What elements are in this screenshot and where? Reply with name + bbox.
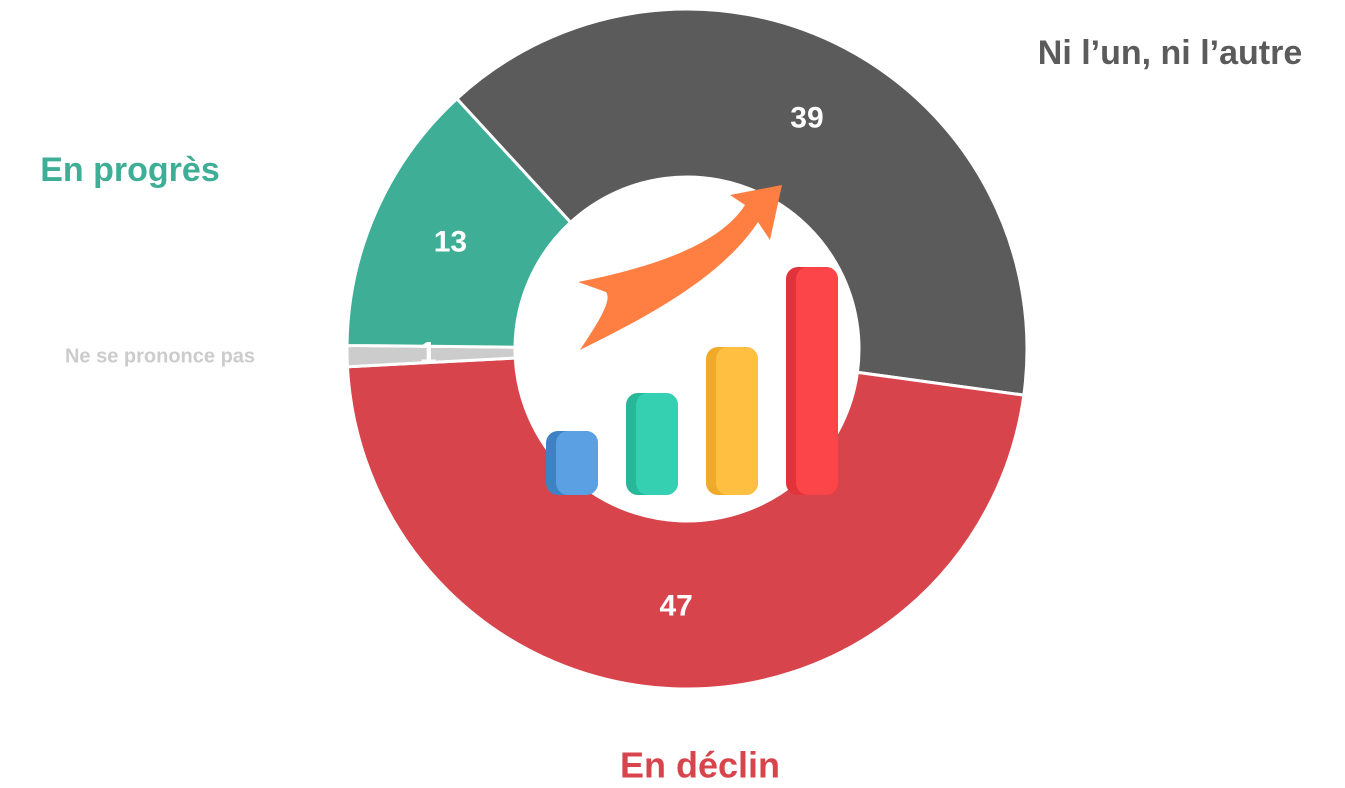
icon-bar xyxy=(796,267,838,495)
icon-bar xyxy=(636,393,678,495)
category-label: Ne se prononce pas xyxy=(65,345,255,367)
value-label: 13 xyxy=(434,226,467,259)
value-label: 1 xyxy=(420,336,437,369)
center-icon xyxy=(546,185,838,495)
icon-bar xyxy=(556,431,598,495)
slice xyxy=(345,96,573,349)
arrow-icon xyxy=(578,185,782,350)
category-label: En déclin xyxy=(620,745,780,786)
value-label: 47 xyxy=(659,590,692,623)
value-label: 39 xyxy=(790,101,823,134)
icon-bar xyxy=(716,347,758,495)
category-label: En progrès xyxy=(40,151,219,189)
slice xyxy=(454,7,1029,397)
slice xyxy=(345,356,1026,691)
category-label: Ni l’un, ni l’autre xyxy=(1038,34,1302,72)
slices xyxy=(345,7,1029,691)
